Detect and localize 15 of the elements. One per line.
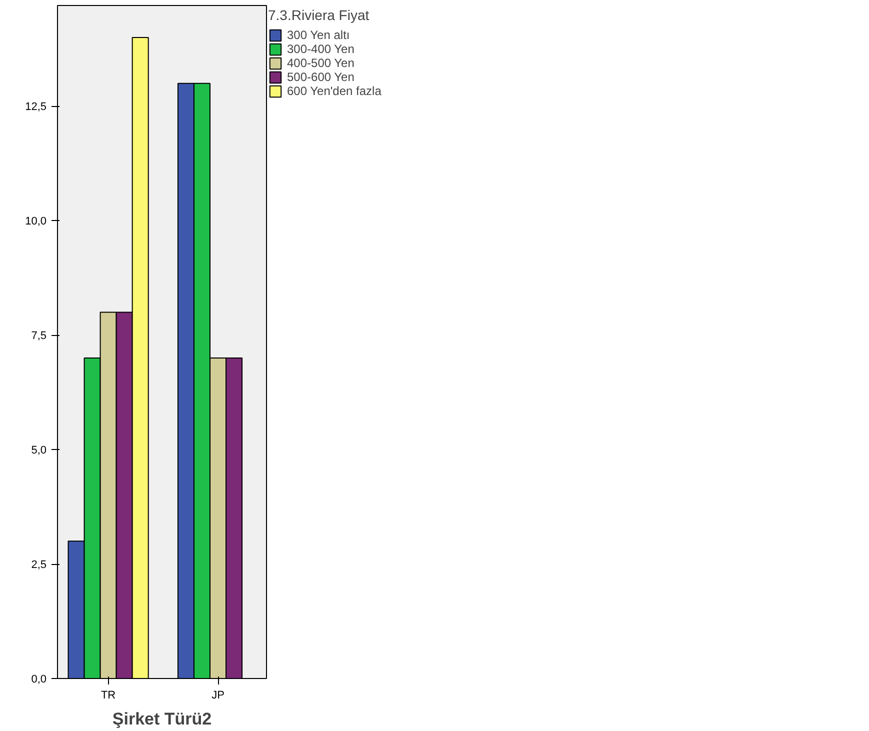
y-tick-label: 12,5	[25, 101, 47, 114]
legend-label: 500-600 Yen	[287, 70, 354, 84]
legend-title: 7.3.Riviera Fiyat	[268, 7, 370, 23]
legend-label: 300 Yen altı	[287, 28, 350, 42]
y-tick-label: 0,0	[31, 674, 47, 686]
legend-label: 300-400 Yen	[287, 42, 354, 56]
y-tick-label: 10,0	[25, 216, 47, 228]
legend-label: 600 Yen'den fazla	[287, 84, 382, 98]
y-tick-label: 5,0	[31, 444, 47, 457]
legend-label: 400-500 Yen	[287, 56, 354, 70]
x-axis-title: Şirket Türü2	[112, 710, 212, 728]
y-tick-label: 7,5	[31, 330, 47, 342]
x-tick-label: TR	[100, 690, 116, 702]
y-tick-label: 2,5	[31, 559, 47, 572]
x-tick-label: JP	[212, 690, 224, 702]
